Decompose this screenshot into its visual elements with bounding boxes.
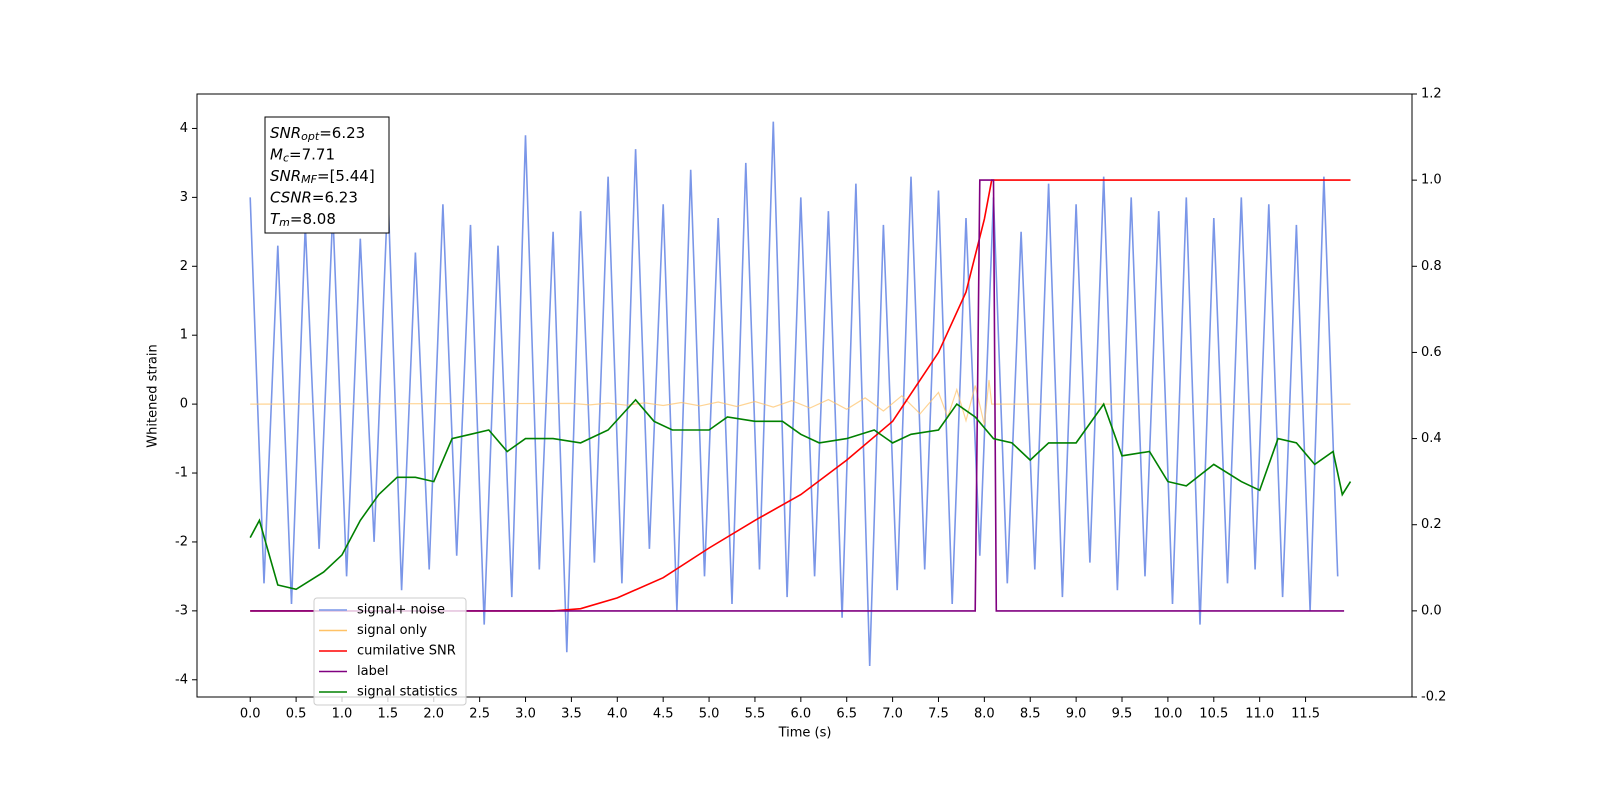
x-tick-label: 4.0 xyxy=(607,707,628,722)
x-tick-label: 6.5 xyxy=(836,707,857,722)
x-tick-label: 8.5 xyxy=(1020,707,1041,722)
x-tick-label: 9.5 xyxy=(1112,707,1133,722)
x-tick-label: 2.5 xyxy=(469,707,490,722)
plot-frame xyxy=(196,93,1413,698)
y-tick-label: 4 xyxy=(180,121,188,136)
legend-label: signal+ noise xyxy=(357,603,445,618)
x-tick-label: 1.0 xyxy=(332,707,353,722)
legend-box xyxy=(313,597,467,706)
x-tick-label: 9.0 xyxy=(1066,707,1087,722)
x-tick-label: 8.0 xyxy=(974,707,995,722)
x-tick-label: 5.0 xyxy=(699,707,720,722)
legend-label: signal only xyxy=(357,623,427,638)
y2-tick-label: 0.4 xyxy=(1421,431,1442,446)
series-line xyxy=(250,179,1345,612)
y2-tick-label: 1.0 xyxy=(1421,173,1442,188)
annotation-line: Mc=7.71 xyxy=(270,145,335,165)
series-line xyxy=(250,379,1351,425)
y-axis-label: Whitened strain xyxy=(146,344,161,447)
x-tick-label: 10.0 xyxy=(1153,707,1182,722)
y2-tick-label: 0.2 xyxy=(1421,517,1442,532)
y2-tick-label: 0.6 xyxy=(1421,345,1442,360)
x-tick-label: 11.5 xyxy=(1291,707,1320,722)
x-tick-label: 7.5 xyxy=(928,707,949,722)
y-tick-label: 0 xyxy=(180,397,188,412)
x-tick-label: 2.0 xyxy=(423,707,444,722)
annotation-value: =8.08 xyxy=(290,210,336,228)
x-tick-label: 4.5 xyxy=(653,707,674,722)
series-line xyxy=(249,121,1339,667)
y-tick-label: 2 xyxy=(180,259,188,274)
series-line xyxy=(249,398,1352,591)
legend-label: cumilative SNR xyxy=(357,644,456,659)
x-tick-label: 10.5 xyxy=(1199,707,1228,722)
annotation-name: SNR xyxy=(270,124,301,142)
y2-tick-label: -0.2 xyxy=(1421,690,1446,705)
series-line xyxy=(250,179,1351,612)
annotation-sub: MF xyxy=(301,173,317,186)
annotation-name: SNR xyxy=(270,167,301,185)
annotation-name: T xyxy=(270,210,281,228)
annotation-line: SNRopt=6.23 xyxy=(270,124,365,144)
annotation-sub: c xyxy=(283,152,289,165)
legend: signal+ noise signal only cumilative SNR la… xyxy=(313,597,467,706)
annotation-sub: m xyxy=(279,216,290,229)
legend-label: label xyxy=(357,664,388,679)
x-axis-label: Time (s) xyxy=(778,726,832,741)
annotation-name: M xyxy=(270,145,283,163)
y-tick-label: -2 xyxy=(175,534,188,549)
annotation: SNRopt=6.23Mc=7.71SNRMF=[5.44]CSNR=6.23T… xyxy=(264,116,390,234)
annotation-name: CSNR xyxy=(270,188,312,206)
y-tick-label: 1 xyxy=(180,328,188,343)
y2-tick-label: 0.0 xyxy=(1421,603,1442,618)
x-tick-label: 5.5 xyxy=(745,707,766,722)
annotation-sub: opt xyxy=(301,130,320,143)
y-tick-label: -1 xyxy=(175,466,188,481)
annotation-line: Tm=8.08 xyxy=(270,210,336,230)
legend-label: signal statistics xyxy=(357,685,458,700)
x-tick-label: 6.0 xyxy=(790,707,811,722)
annotation-value: =6.23 xyxy=(319,124,365,142)
y-tick-label: 3 xyxy=(180,190,188,205)
y2-tick-label: 0.8 xyxy=(1421,259,1442,274)
annotation-box xyxy=(264,116,390,234)
x-tick-label: 11.0 xyxy=(1245,707,1274,722)
annotation-value: =[5.44] xyxy=(317,167,375,185)
y2-tick-label: 1.2 xyxy=(1421,87,1442,102)
x-tick-label: 7.0 xyxy=(882,707,903,722)
annotation-line: SNRMF=[5.44] xyxy=(270,167,375,187)
x-tick-label: 0.0 xyxy=(240,707,261,722)
y-tick-label: -4 xyxy=(175,672,188,687)
annotation-value: =6.23 xyxy=(312,188,358,206)
x-tick-label: 0.5 xyxy=(286,707,307,722)
x-tick-label: 1.5 xyxy=(378,707,399,722)
x-tick-label: 3.5 xyxy=(561,707,582,722)
x-tick-label: 3.0 xyxy=(515,707,536,722)
annotation-value: =7.71 xyxy=(289,145,335,163)
annotation-line: CSNR=6.23 xyxy=(270,188,358,206)
y-tick-label: -3 xyxy=(175,603,188,618)
